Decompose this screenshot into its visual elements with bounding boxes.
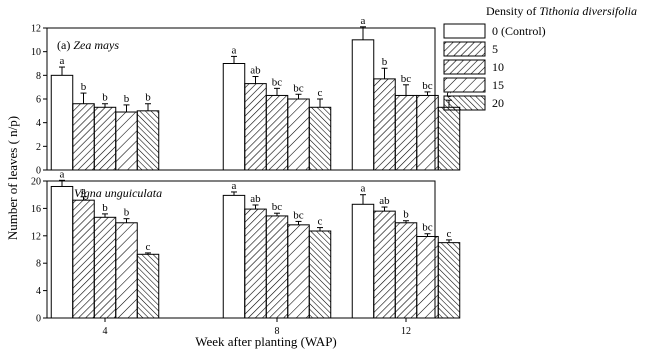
legend-label: 20 [492, 96, 504, 110]
y-tick-label: 12 [31, 24, 41, 35]
y-tick-label: 4 [36, 118, 41, 129]
bar [244, 83, 267, 171]
significance-letter: bc [401, 73, 412, 85]
bar [437, 106, 461, 171]
legend-title: Density of Tithonia diversifolia [486, 4, 637, 18]
y-tick-label: 16 [31, 204, 41, 215]
significance-letter: a [60, 168, 65, 180]
significance-letter: b [403, 209, 409, 221]
bar [93, 216, 117, 319]
bar [437, 242, 461, 319]
significance-letter: b [102, 92, 108, 104]
significance-letter: c [447, 228, 452, 240]
y-tick-label: 12 [31, 231, 41, 242]
bar [244, 208, 267, 319]
x-axis-label: Week after planting (WAP) [195, 334, 337, 349]
legend: Density of Tithonia diversifolia 0 (Cont… [443, 4, 637, 111]
bar [136, 110, 160, 171]
y-tick-label: 0 [36, 166, 41, 177]
bar [50, 74, 74, 171]
legend-swatch [443, 95, 486, 111]
bar [72, 103, 95, 171]
significance-letter: a [232, 180, 237, 192]
y-tick-label: 10 [31, 47, 41, 58]
bar [222, 63, 246, 171]
significance-letter: bc [272, 201, 283, 213]
significance-letter: a [60, 55, 65, 67]
bar [115, 222, 138, 319]
significance-letter: ab [250, 65, 261, 77]
legend-label: 5 [492, 42, 498, 56]
bar [351, 39, 375, 171]
y-tick-label: 2 [36, 142, 41, 153]
significance-letter: b [145, 92, 151, 104]
significance-letter: b [382, 56, 388, 68]
significance-letter: bc [293, 82, 304, 94]
x-tick-label: 4 [103, 326, 108, 337]
bar [265, 215, 289, 319]
legend-swatch [443, 59, 486, 75]
significance-letter: b [81, 81, 87, 93]
bar [416, 235, 439, 319]
significance-letter: bc [293, 209, 304, 221]
bar [265, 94, 289, 171]
bar [373, 210, 396, 319]
significance-letter: c [318, 216, 323, 228]
significance-letter: bc [272, 76, 283, 88]
significance-letter: ab [250, 193, 261, 205]
significance-letter: bc [422, 222, 433, 234]
significance-letter: b [124, 93, 130, 105]
y-tick-label: 0 [36, 314, 41, 325]
bar [351, 203, 375, 319]
legend-swatch [443, 77, 486, 93]
significance-letter: a [232, 44, 237, 56]
y-tick-label: 20 [31, 177, 41, 188]
y-tick-label: 8 [36, 259, 41, 270]
significance-letter: b [124, 207, 130, 219]
bar [308, 106, 332, 171]
significance-letter: bc [422, 80, 433, 92]
panel-title: (a) Zea mays [57, 38, 119, 52]
legend-label: 0 (Control) [492, 24, 546, 38]
bar [308, 230, 332, 319]
legend-label: 10 [492, 60, 504, 74]
significance-letter: a [361, 183, 366, 195]
bar [136, 253, 160, 319]
bar [50, 185, 74, 319]
significance-letter: c [146, 241, 151, 253]
significance-letter: c [447, 88, 452, 100]
significance-letter: a [81, 185, 86, 197]
y-axis-label: Number of leaves ( n/p) [5, 116, 20, 240]
bar [222, 194, 246, 319]
bar [287, 224, 310, 319]
significance-letter: b [102, 202, 108, 214]
bar [394, 94, 418, 171]
y-tick-label: 8 [36, 71, 41, 82]
legend-swatch [443, 41, 486, 57]
bar [394, 222, 418, 319]
bar [416, 94, 439, 171]
significance-letter: ab [379, 195, 390, 207]
significance-letter: c [318, 87, 323, 99]
y-tick-label: 4 [36, 286, 41, 297]
bar [287, 98, 310, 171]
significance-letter: a [361, 15, 366, 27]
x-tick-label: 12 [401, 326, 411, 337]
legend-swatch [443, 23, 486, 39]
bar [93, 106, 117, 171]
x-tick-label: 8 [275, 326, 280, 337]
bar [72, 199, 95, 319]
bar [373, 78, 396, 171]
legend-label: 15 [492, 78, 504, 92]
bar [115, 111, 138, 171]
y-tick-label: 6 [36, 95, 41, 106]
